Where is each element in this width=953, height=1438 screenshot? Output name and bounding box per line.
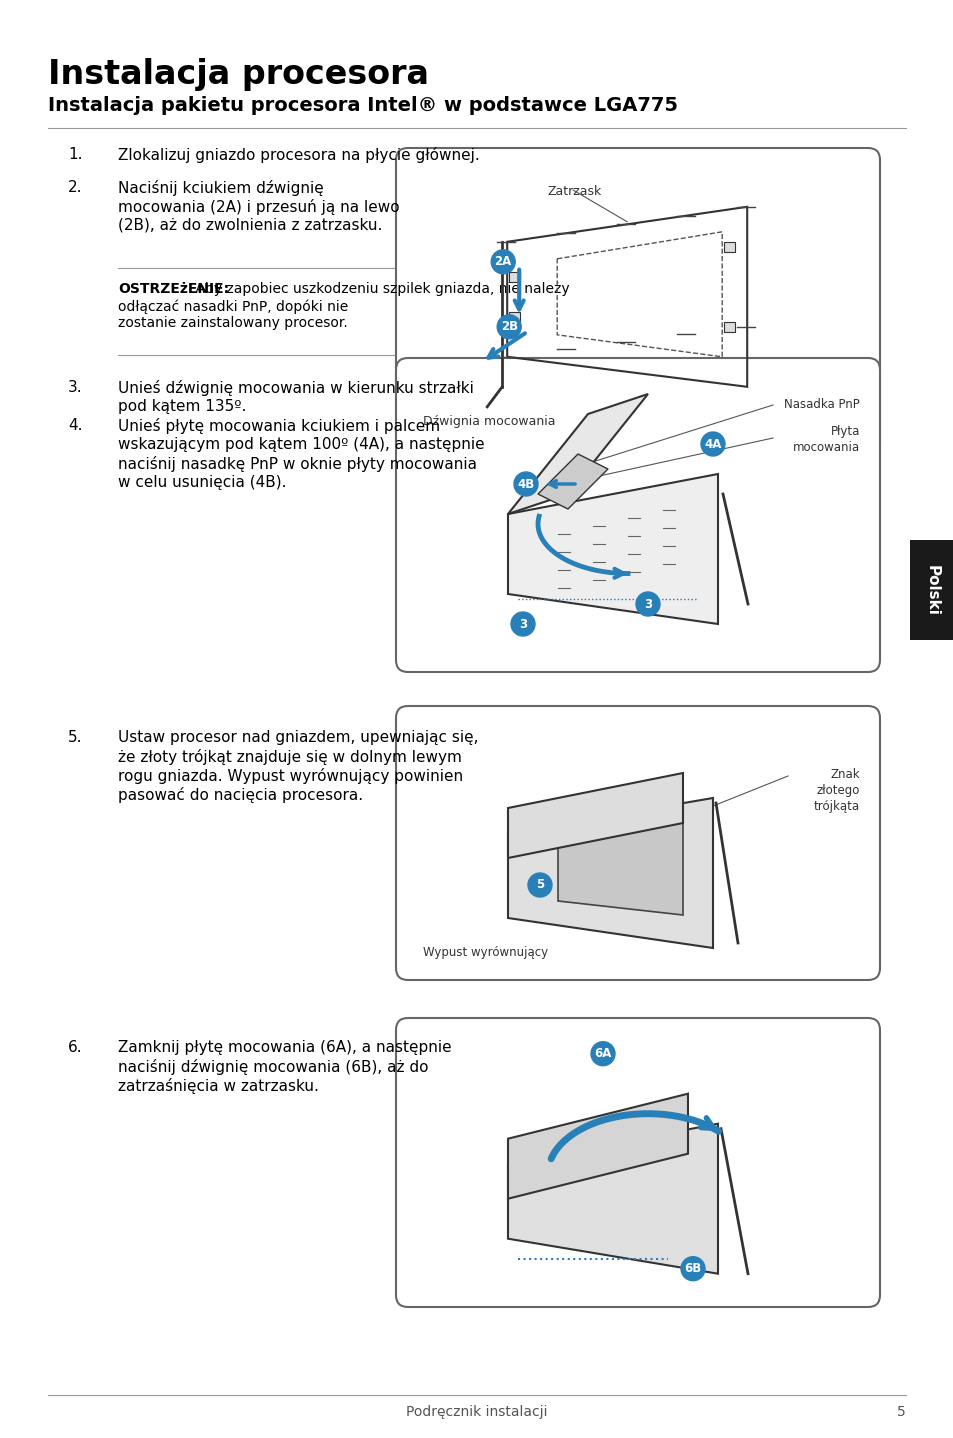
Bar (909, 541, 953, 640)
Text: OSTRZEżENIE:: OSTRZEżENIE: (118, 282, 229, 296)
Circle shape (527, 873, 552, 897)
Text: Ustaw procesor nad gniazdem, upewniając się,: Ustaw procesor nad gniazdem, upewniając … (118, 731, 478, 745)
Text: 3: 3 (643, 598, 652, 611)
Text: Znak
złotego
trójkąta: Znak złotego trójkąta (813, 768, 859, 812)
Circle shape (497, 315, 520, 339)
Text: 6B: 6B (683, 1263, 700, 1276)
Text: Dźwignia mocowania: Dźwignia mocowania (422, 416, 555, 429)
Text: 3.: 3. (68, 380, 83, 395)
Text: rogu gniazda. Wypust wyrównujący powinien: rogu gniazda. Wypust wyrównujący powinie… (118, 768, 462, 784)
Polygon shape (537, 454, 607, 509)
Circle shape (511, 613, 535, 636)
Polygon shape (558, 795, 682, 915)
Circle shape (491, 250, 515, 273)
Text: wskazującym pod kątem 100º (4A), a następnie: wskazującym pod kątem 100º (4A), a nastę… (118, 437, 484, 452)
Text: 4B: 4B (517, 477, 534, 490)
Polygon shape (507, 1094, 687, 1199)
Text: w celu usunięcia (4B).: w celu usunięcia (4B). (118, 475, 286, 490)
Text: Nasadka PnP: Nasadka PnP (783, 398, 859, 411)
Text: zostanie zainstalowany procesor.: zostanie zainstalowany procesor. (118, 316, 348, 329)
Polygon shape (507, 774, 682, 858)
Text: 4A: 4A (703, 437, 720, 450)
Polygon shape (507, 1123, 718, 1274)
Text: Zatrzask: Zatrzask (547, 186, 601, 198)
Circle shape (700, 431, 724, 456)
Text: Naciśnij kciukiem dźwignię: Naciśnij kciukiem dźwignię (118, 180, 323, 196)
Text: Płyta
mocowania: Płyta mocowania (792, 426, 859, 454)
Circle shape (636, 592, 659, 615)
Text: Unieś dźwignię mocowania w kierunku strzałki: Unieś dźwignię mocowania w kierunku strz… (118, 380, 474, 395)
Text: (2B), aż do zwolnienia z zatrzasku.: (2B), aż do zwolnienia z zatrzasku. (118, 219, 382, 233)
Text: 2.: 2. (68, 180, 82, 196)
FancyBboxPatch shape (395, 1018, 879, 1307)
Text: 6A: 6A (594, 1047, 611, 1060)
Text: zatrzaśnięcia w zatrzasku.: zatrzaśnięcia w zatrzasku. (118, 1078, 318, 1094)
Text: 5.: 5. (68, 731, 82, 745)
Polygon shape (509, 312, 519, 322)
Text: 5: 5 (536, 879, 543, 892)
Text: 2B: 2B (500, 321, 517, 334)
Text: Aby zapobiec uszkodzeniu szpilek gniazda, nie należy: Aby zapobiec uszkodzeniu szpilek gniazda… (191, 282, 569, 296)
Text: Zlokalizuj gniazdo procesora na płycie głównej.: Zlokalizuj gniazdo procesora na płycie g… (118, 147, 479, 162)
Text: pasować do nacięcia procesora.: pasować do nacięcia procesora. (118, 787, 363, 802)
Text: Instalacja pakietu procesora Intel® w podstawce LGA775: Instalacja pakietu procesora Intel® w po… (48, 96, 678, 115)
Text: Zamknij płytę mocowania (6A), a następnie: Zamknij płytę mocowania (6A), a następni… (118, 1040, 451, 1055)
Text: mocowania (2A) i przesuń ją na lewo: mocowania (2A) i przesuń ją na lewo (118, 198, 399, 216)
Text: naciśnij nasadkę PnP w oknie płyty mocowania: naciśnij nasadkę PnP w oknie płyty mocow… (118, 456, 476, 472)
Text: 3: 3 (518, 617, 526, 630)
Text: Wypust wyrównujący: Wypust wyrównujący (422, 946, 548, 959)
Polygon shape (723, 242, 735, 252)
Text: 5: 5 (897, 1405, 905, 1419)
Text: Polski: Polski (923, 565, 939, 615)
Text: 6.: 6. (68, 1040, 83, 1055)
Polygon shape (507, 394, 647, 513)
Polygon shape (507, 798, 712, 948)
Circle shape (514, 472, 537, 496)
FancyBboxPatch shape (395, 358, 879, 672)
Text: naciśnij dźwignię mocowania (6B), aż do: naciśnij dźwignię mocowania (6B), aż do (118, 1058, 428, 1076)
Circle shape (680, 1257, 704, 1281)
Text: 4.: 4. (68, 418, 82, 433)
Text: Instalacja procesora: Instalacja procesora (48, 58, 429, 91)
Circle shape (590, 1041, 615, 1066)
Text: Podręcznik instalacji: Podręcznik instalacji (406, 1405, 547, 1419)
Text: pod kątem 135º.: pod kątem 135º. (118, 398, 246, 414)
Text: 2A: 2A (494, 256, 512, 269)
Text: 1.: 1. (68, 147, 82, 162)
Polygon shape (723, 322, 735, 332)
Polygon shape (507, 475, 718, 624)
FancyBboxPatch shape (395, 706, 879, 981)
Text: Unieś płytę mocowania kciukiem i palcem: Unieś płytę mocowania kciukiem i palcem (118, 418, 439, 434)
Text: odłączać nasadki PnP, dopóki nie: odłączać nasadki PnP, dopóki nie (118, 299, 348, 313)
Polygon shape (509, 272, 519, 282)
FancyBboxPatch shape (395, 148, 879, 457)
Text: że złoty trójkąt znajduje się w dolnym lewym: że złoty trójkąt znajduje się w dolnym l… (118, 749, 461, 765)
